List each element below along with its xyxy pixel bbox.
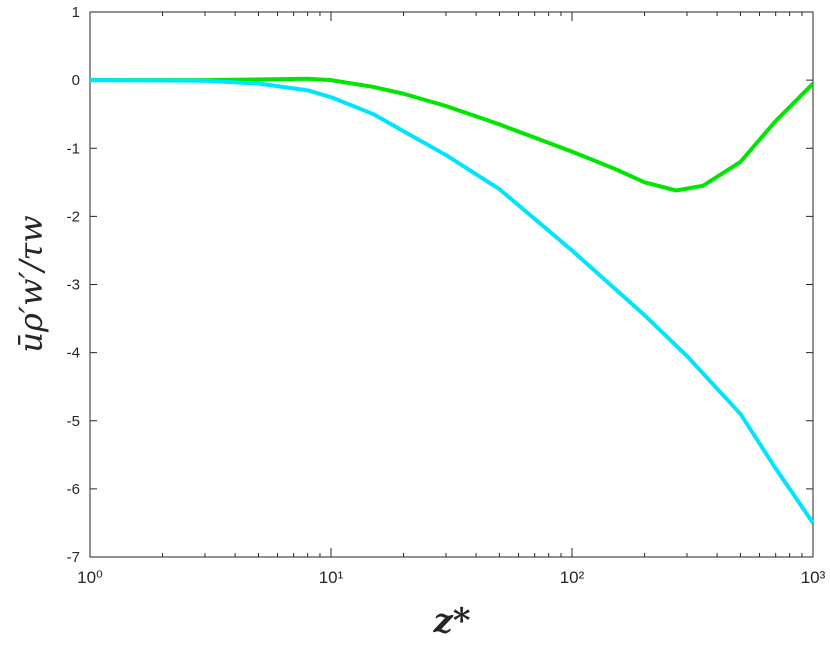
x-tick-label: 10² [560,568,585,587]
x-axis-label: z* [432,601,470,641]
y-tick-label: -6 [67,481,80,498]
line [90,76,815,193]
y-tick-label: -3 [67,277,80,294]
y-tick-label: 0 [72,72,80,89]
x-tick-label: 10³ [801,568,826,587]
y-tick-label: -1 [67,140,80,157]
plot-frame [89,11,814,558]
line [89,78,815,525]
y-axis-label: ūρ′w′/τw [12,215,50,352]
y-tick-label: 1 [72,4,80,21]
y-tick-label: -5 [67,413,80,430]
x-tick-label: 10⁰ [77,568,103,587]
x-tick-label: 10¹ [319,568,344,587]
y-tick-label: -2 [67,208,80,225]
y-tick-label: -7 [67,549,80,566]
y-tick-label: -4 [67,345,80,362]
